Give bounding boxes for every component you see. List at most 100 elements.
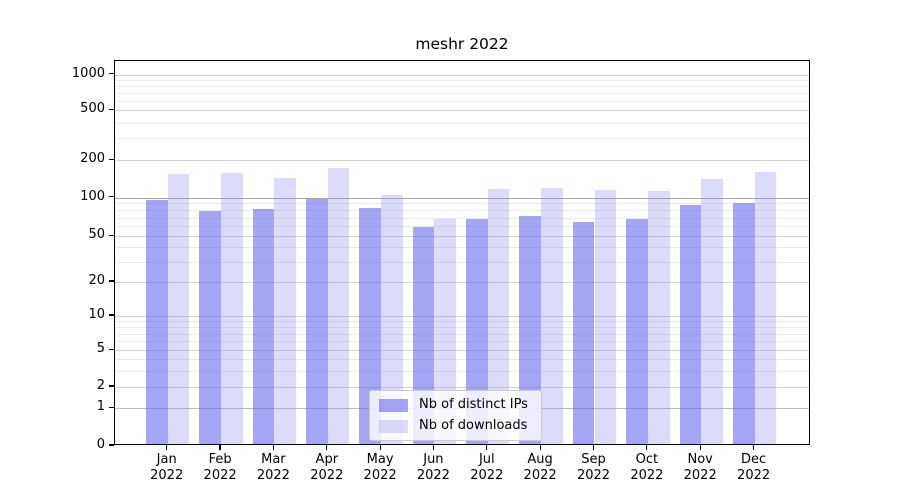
bar-downloads — [327, 167, 350, 444]
bar-distinct-ips — [359, 208, 382, 444]
x-tick-label: Oct 2022 — [630, 452, 664, 483]
grid-line-minor — [115, 247, 809, 249]
y-tick-label: 1 — [96, 399, 105, 415]
y-tick-mark — [109, 280, 114, 282]
grid-line-major — [115, 160, 809, 162]
bar-distinct-ips — [412, 227, 435, 444]
grid-line-minor — [115, 321, 809, 323]
x-tick-label: Mar 2022 — [256, 452, 290, 483]
bar-downloads — [701, 178, 723, 444]
bar-distinct-ips — [146, 200, 168, 444]
bar-downloads — [434, 218, 457, 444]
y-tick-label: 2 — [96, 378, 105, 394]
x-tick-mark — [326, 445, 328, 450]
bar-downloads — [647, 191, 670, 444]
y-tick-label: 1000 — [71, 65, 105, 81]
bar-downloads — [221, 172, 243, 444]
grid-line-minor — [115, 80, 809, 81]
x-tick-label: Jan 2022 — [150, 452, 184, 483]
chart-title: meshr 2022 — [415, 35, 509, 53]
grid-line-major — [115, 236, 809, 238]
grid-line-major — [115, 387, 809, 389]
y-tick-label: 200 — [80, 151, 105, 167]
grid-line-minor — [115, 327, 809, 328]
bar-distinct-ips — [306, 199, 328, 444]
y-tick-label: 20 — [88, 273, 105, 288]
bar-downloads — [167, 173, 190, 444]
y-tick-label: 500 — [80, 101, 105, 117]
y-tick-label: 0 — [96, 437, 105, 452]
bar-distinct-ips — [466, 218, 488, 444]
bar-downloads — [274, 177, 297, 444]
grid-line-minor — [115, 138, 809, 140]
x-tick-label: Dec 2022 — [737, 452, 771, 483]
grid-line-minor — [115, 341, 809, 343]
grid-line-major — [115, 316, 809, 318]
y-tick-mark — [109, 158, 114, 160]
bar-distinct-ips — [572, 222, 595, 444]
grid-line-minor — [115, 217, 809, 219]
legend-item-distinct-ips: Nb of distinct IPs — [379, 398, 528, 412]
y-tick-label: 100 — [80, 188, 105, 204]
y-tick-mark — [109, 406, 114, 408]
grid-line-major — [115, 350, 809, 352]
grid-line-minor — [115, 203, 809, 205]
x-tick-label: Feb 2022 — [203, 452, 237, 483]
y-tick-mark — [109, 72, 114, 75]
legend-label-downloads: Nb of downloads — [419, 418, 528, 433]
legend-swatch-distinct-ips-icon — [379, 398, 408, 412]
bar-downloads — [487, 189, 510, 444]
grid-line-major — [115, 282, 809, 284]
bar-distinct-ips — [732, 202, 755, 444]
bar-downloads — [541, 188, 563, 444]
bar-downloads — [381, 195, 403, 444]
y-tick-mark — [109, 385, 114, 387]
bar-downloads — [754, 171, 777, 444]
x-tick-label: Apr 2022 — [310, 452, 344, 483]
bar-distinct-ips — [679, 205, 702, 444]
x-tick-mark — [432, 445, 435, 450]
grid-line-minor — [115, 359, 809, 361]
grid-line-major — [115, 74, 809, 76]
legend-swatch-downloads-icon — [379, 419, 408, 433]
y-tick-mark — [109, 314, 114, 316]
x-tick-label: Nov 2022 — [683, 452, 717, 483]
y-tick-mark — [109, 348, 114, 350]
grid-line-major — [115, 197, 809, 199]
x-tick-label: Jul 2022 — [470, 452, 504, 483]
x-tick-label: May 2022 — [363, 452, 397, 483]
bar-distinct-ips — [199, 210, 222, 444]
y-tick-mark — [109, 195, 114, 198]
legend-item-downloads: Nb of downloads — [379, 419, 528, 433]
y-tick-mark — [109, 234, 114, 236]
grid-line-minor — [115, 93, 809, 94]
bar-distinct-ips — [626, 218, 648, 444]
x-tick-mark — [592, 445, 595, 450]
x-tick-mark — [219, 445, 221, 450]
y-tick-label: 5 — [96, 341, 105, 357]
grid-line-minor — [115, 210, 809, 211]
y-tick-mark — [109, 108, 114, 110]
grid-line-minor — [115, 261, 809, 263]
y-tick-label: 50 — [88, 227, 105, 243]
grid-line-major — [115, 110, 809, 112]
grid-line-minor — [115, 122, 809, 124]
x-tick-label: Aug 2022 — [523, 452, 557, 483]
plot-area: Nb of distinct IPs Nb of downloads — [114, 60, 810, 445]
x-tick-mark — [539, 445, 541, 450]
x-tick-mark — [752, 445, 755, 450]
grid-line-minor — [115, 226, 809, 228]
legend-box: Nb of distinct IPs Nb of downloads — [369, 390, 542, 441]
x-tick-mark — [272, 445, 275, 450]
x-tick-mark — [166, 445, 168, 450]
x-tick-mark — [486, 445, 488, 450]
legend-label-distinct-ips: Nb of distinct IPs — [419, 397, 528, 412]
grid-line-minor — [115, 86, 809, 88]
x-tick-mark — [699, 445, 701, 450]
bar-distinct-ips — [252, 208, 275, 444]
x-tick-label: Sep 2022 — [576, 452, 611, 483]
x-tick-mark — [646, 445, 648, 450]
y-tick-label: 10 — [88, 307, 105, 322]
x-tick-mark — [379, 445, 381, 450]
